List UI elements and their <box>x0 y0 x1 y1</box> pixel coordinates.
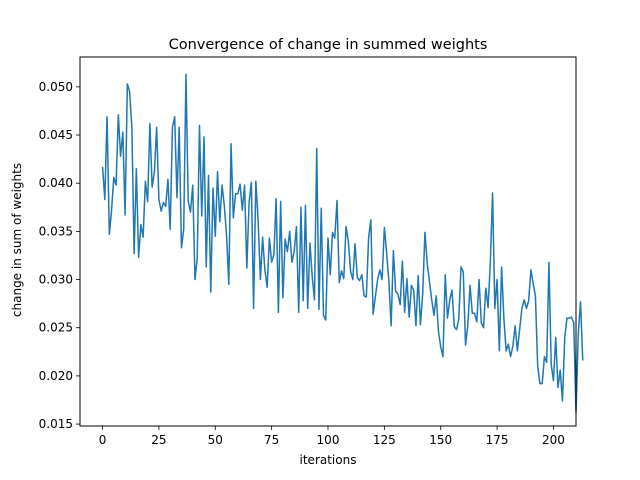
y-tick-label: 0.025 <box>39 321 73 335</box>
plot-area <box>101 73 584 414</box>
y-axis-label: change in sum of weights <box>10 163 24 317</box>
x-tick-label: 150 <box>429 433 452 447</box>
x-tick-label: 75 <box>264 433 279 447</box>
y-tick-label: 0.040 <box>39 176 73 190</box>
x-tick-label: 25 <box>151 433 166 447</box>
y-tick-label: 0.050 <box>39 80 73 94</box>
x-tick-label: 50 <box>208 433 223 447</box>
x-axis-label: iterations <box>300 453 357 467</box>
x-tick-label: 125 <box>373 433 396 447</box>
x-tick-label: 100 <box>317 433 340 447</box>
y-tick-label: 0.035 <box>39 224 73 238</box>
x-axis-ticks: 0 25 50 75 100 125 150 175 200 <box>99 426 565 447</box>
x-tick-label: 175 <box>486 433 509 447</box>
chart-title: Convergence of change in summed weights <box>169 37 488 53</box>
y-axis-ticks: 0.015 0.020 0.025 0.030 0.035 0.040 0.045 0.050 <box>39 80 80 431</box>
y-tick-label: 0.030 <box>39 273 73 287</box>
series-line-0 <box>101 73 584 414</box>
y-tick-label: 0.015 <box>39 417 73 431</box>
x-tick-label: 200 <box>542 433 565 447</box>
x-tick-label: 0 <box>99 433 107 447</box>
y-tick-label: 0.020 <box>39 369 73 383</box>
y-tick-label: 0.045 <box>39 128 73 142</box>
axes-frame <box>79 56 577 427</box>
